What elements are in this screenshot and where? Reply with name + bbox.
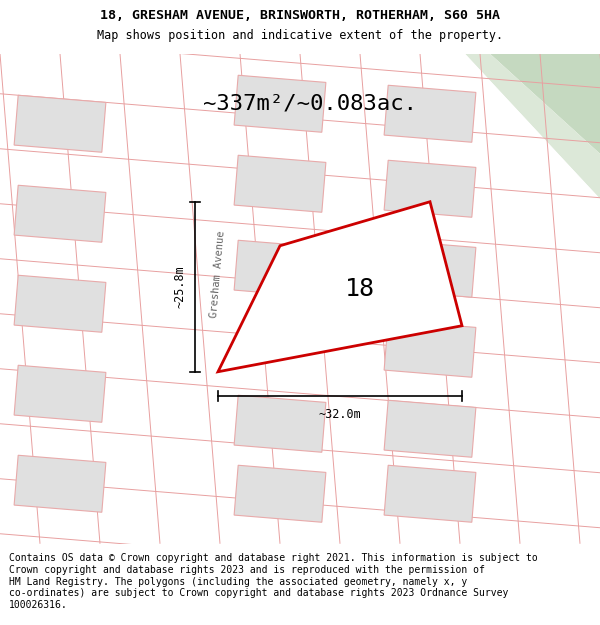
Polygon shape <box>14 455 106 512</box>
Text: Contains OS data © Crown copyright and database right 2021. This information is : Contains OS data © Crown copyright and d… <box>9 554 538 610</box>
Polygon shape <box>384 465 476 522</box>
Polygon shape <box>234 465 326 522</box>
Polygon shape <box>14 185 106 242</box>
Polygon shape <box>234 75 326 132</box>
Polygon shape <box>450 54 600 214</box>
Polygon shape <box>465 54 600 199</box>
Polygon shape <box>218 202 462 372</box>
Text: 18: 18 <box>345 277 375 301</box>
Polygon shape <box>234 155 326 212</box>
Polygon shape <box>384 400 476 458</box>
Polygon shape <box>155 54 245 544</box>
Text: ~337m²/~0.083ac.: ~337m²/~0.083ac. <box>203 94 417 114</box>
Text: ~25.8m: ~25.8m <box>174 266 187 308</box>
Text: Gresham Avenue: Gresham Avenue <box>209 230 227 318</box>
Text: ~32.0m: ~32.0m <box>319 408 361 421</box>
Polygon shape <box>234 395 326 452</box>
Polygon shape <box>384 160 476 217</box>
Polygon shape <box>490 54 600 154</box>
Polygon shape <box>384 320 476 378</box>
Polygon shape <box>14 275 106 332</box>
Polygon shape <box>384 240 476 298</box>
Polygon shape <box>14 95 106 152</box>
Polygon shape <box>234 240 326 298</box>
Text: 18, GRESHAM AVENUE, BRINSWORTH, ROTHERHAM, S60 5HA: 18, GRESHAM AVENUE, BRINSWORTH, ROTHERHA… <box>100 9 500 22</box>
Polygon shape <box>14 365 106 423</box>
Polygon shape <box>384 85 476 142</box>
Text: Map shows position and indicative extent of the property.: Map shows position and indicative extent… <box>97 29 503 42</box>
